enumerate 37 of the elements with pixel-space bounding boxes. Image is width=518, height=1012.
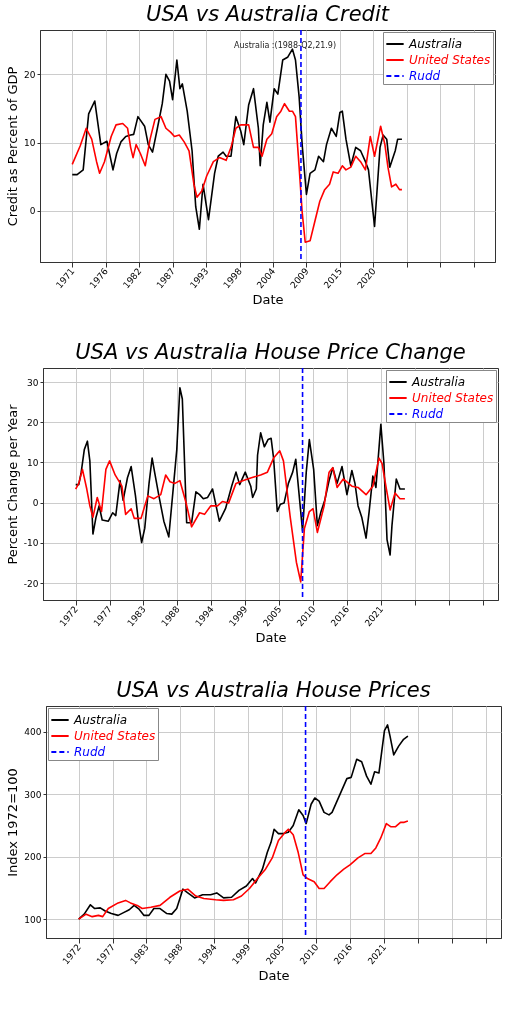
chart-title: USA vs Australia Credit (146, 2, 390, 27)
annotation: Australia :(1988-Q2,21.9) (233, 41, 337, 50)
y-axis-title: Index 1972=100 (5, 768, 21, 877)
legend-label: United States (412, 391, 494, 405)
y-tick-label: 20 (27, 417, 39, 428)
y-axis-title: Credit as Percent of GDP (5, 66, 21, 227)
x-axis-title: Date (252, 292, 284, 308)
ref-line-label: Rudd (412, 407, 444, 421)
ref-line-label: Rudd (74, 745, 106, 759)
legend-label: Australia (411, 375, 466, 389)
y-tick-label: 0 (32, 498, 39, 509)
y-tick-label: 300 (24, 789, 42, 800)
chart-title: USA vs Australia House Price Change (75, 340, 466, 365)
line-series (71, 102, 403, 244)
x-axis-title: Date (258, 968, 290, 984)
y-tick-label: 400 (24, 727, 42, 738)
legend-label: United States (409, 53, 491, 67)
y-tick-label: 30 (27, 377, 39, 388)
y-tick-label: 10 (24, 138, 36, 149)
y-tick-label: 10 (27, 457, 39, 468)
legend-label: United States (74, 729, 156, 743)
line-series (71, 48, 403, 231)
line-series (77, 820, 409, 920)
ref-line-label: Rudd (409, 69, 441, 83)
legend-label: Australia (408, 37, 463, 51)
line-series (74, 450, 406, 583)
y-tick-label: 20 (24, 69, 36, 80)
line-series (74, 386, 406, 556)
legend-label: Australia (73, 713, 128, 727)
y-tick-label: 100 (24, 914, 42, 925)
y-tick-label: 0 (29, 206, 36, 217)
y-tick-label: -10 (23, 538, 39, 549)
x-axis-title: Date (255, 630, 287, 646)
chart-title: USA vs Australia House Prices (116, 678, 431, 703)
y-tick-label: 200 (24, 852, 42, 863)
y-axis-title: Percent Change per Year (4, 403, 20, 565)
y-tick-label: -20 (23, 578, 39, 589)
